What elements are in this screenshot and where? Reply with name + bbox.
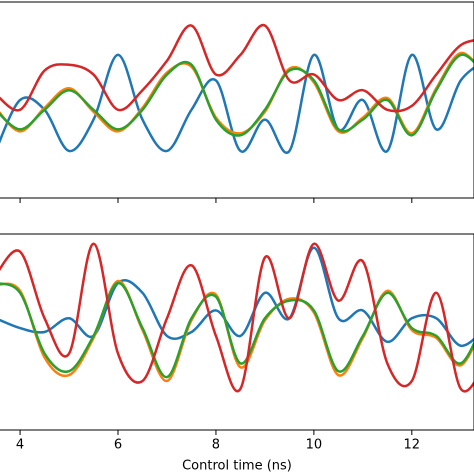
data-line — [0, 53, 474, 137]
data-line — [0, 281, 474, 379]
axes-frame — [0, 233, 474, 431]
plot-area — [0, 23, 474, 154]
data-line — [0, 246, 474, 347]
plot-area — [0, 242, 474, 393]
data-line — [0, 279, 474, 383]
x-axis-label: Control time (ns) — [182, 459, 292, 474]
x-tick-label: 6 — [114, 438, 122, 453]
x-tick-label: 8 — [212, 438, 220, 453]
data-line — [0, 242, 474, 393]
axes-frame — [0, 1, 474, 199]
x-tick-label: 10 — [306, 438, 323, 453]
data-line — [0, 23, 474, 113]
x-tick-label: 12 — [404, 438, 421, 453]
data-line — [0, 53, 474, 154]
x-tick-label: 4 — [16, 438, 24, 453]
